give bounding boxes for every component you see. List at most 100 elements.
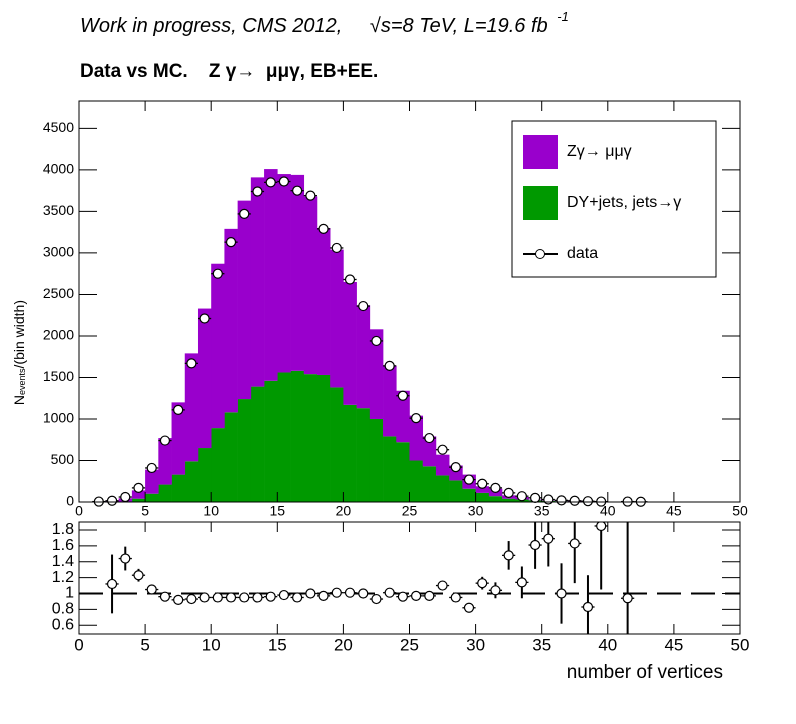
y-axis-label: Nevents/(bin width)	[11, 300, 28, 405]
bar-segment	[369, 418, 384, 502]
bar-segment	[131, 490, 146, 499]
x-tick-label: 40	[598, 635, 617, 654]
data-point	[596, 522, 607, 532]
y-tick-label: 500	[51, 451, 75, 467]
bar-segment	[502, 498, 516, 502]
data-point	[411, 590, 422, 601]
y-tick-label: 3000	[43, 244, 74, 260]
data-point	[490, 585, 501, 596]
bar-segment	[422, 436, 437, 467]
data-point	[344, 587, 356, 598]
bar-segment	[158, 438, 172, 485]
data-point	[199, 592, 210, 603]
data-point	[305, 190, 316, 201]
y-tick-label: 2500	[43, 285, 74, 301]
x-tick-label: 20	[336, 503, 352, 519]
data-point	[397, 390, 408, 401]
x-tick-label: 45	[666, 503, 682, 519]
data-point	[318, 590, 329, 601]
data-point	[622, 593, 633, 604]
bar-segment	[145, 469, 159, 494]
data-point	[225, 237, 237, 248]
data-point	[331, 242, 342, 254]
bar-segment	[197, 448, 212, 502]
bar-segment	[435, 454, 450, 476]
y-tick-label: 4000	[43, 161, 74, 177]
bar-segment	[330, 387, 344, 502]
data-point	[146, 584, 157, 595]
data-point	[212, 268, 223, 279]
chart-title: Work in progress, CMS 2012, √s=8 TeV, L=…	[80, 9, 569, 37]
data-point	[278, 176, 290, 187]
x-tick-label: 45	[664, 635, 683, 654]
x-tick-label: 50	[731, 635, 750, 654]
y-tick-label: 1.6	[52, 537, 74, 554]
data-point	[199, 313, 210, 324]
data-point	[358, 588, 369, 599]
data-point	[477, 478, 488, 489]
bar-segment	[211, 263, 225, 429]
data-point	[569, 538, 580, 549]
bar-segment	[131, 498, 146, 502]
bar-segment	[396, 390, 410, 443]
data-point	[411, 413, 422, 424]
data-point	[318, 223, 329, 234]
x-tick-label: 0	[74, 635, 83, 654]
bar-segment	[383, 365, 397, 437]
data-point	[120, 553, 131, 564]
y-label-part: N	[11, 395, 27, 405]
bar-segment	[383, 436, 397, 502]
x-tick-label: 35	[532, 635, 551, 654]
data-point	[305, 588, 316, 599]
data-point	[173, 404, 184, 415]
data-point	[344, 274, 356, 285]
bar-segment	[356, 305, 371, 409]
data-point	[146, 462, 157, 474]
x-tick-label: 0	[75, 503, 83, 519]
legend-swatch	[523, 135, 558, 169]
data-point	[331, 587, 342, 598]
data-point	[252, 592, 263, 603]
data-point	[450, 592, 461, 603]
bar-segment	[409, 415, 424, 461]
y-tick-label: 1500	[43, 368, 74, 384]
plot-frame	[78, 521, 741, 635]
legend-label: data	[567, 245, 598, 262]
x-tick-label: 10	[203, 503, 219, 519]
legend-label: DY+jets, jets→γ	[567, 194, 681, 211]
bar-segment	[435, 475, 450, 502]
data-point	[516, 577, 527, 588]
data-point	[463, 602, 475, 613]
bar-segment	[277, 174, 291, 373]
plot-frame	[78, 100, 741, 503]
legend-marker	[535, 249, 545, 259]
data-point	[371, 335, 382, 347]
x-tick-label: 40	[600, 503, 616, 519]
data-point	[556, 588, 567, 599]
legend-swatch	[523, 186, 558, 220]
x-tick-label: 30	[466, 635, 485, 654]
bar-segment	[316, 228, 331, 375]
data-point	[424, 432, 435, 444]
data-point	[106, 495, 118, 506]
y-tick-label: 1000	[43, 410, 74, 426]
data-point	[384, 587, 395, 598]
data-point	[516, 491, 527, 502]
bar-segment	[290, 370, 305, 502]
bar-segment	[330, 249, 344, 388]
y-tick-label: 0	[66, 493, 74, 509]
data-point	[159, 435, 171, 446]
data-point	[106, 578, 118, 590]
data-point	[239, 208, 250, 220]
bar-segment	[224, 412, 238, 502]
x-tick-label: 30	[468, 503, 484, 519]
bar-segment	[197, 308, 212, 449]
data-point	[265, 591, 276, 602]
bar-segment	[290, 174, 305, 371]
y-label-part: /(bin width)	[11, 300, 27, 368]
legend-label: Zγ→ μμγ	[567, 143, 632, 160]
y-tick-label: 1.8	[52, 521, 74, 538]
data-point	[424, 590, 435, 601]
bar-segment	[277, 372, 291, 502]
